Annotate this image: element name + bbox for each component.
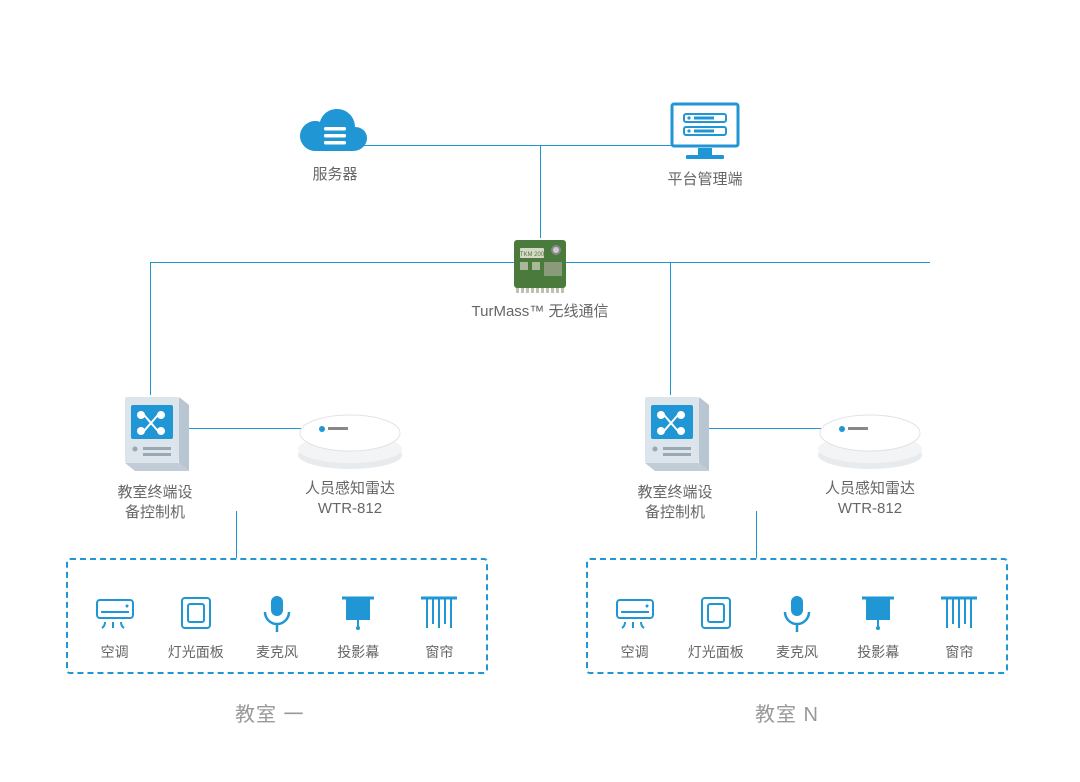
device-label-ac: 空调 — [621, 642, 649, 662]
device-ac: 空调 — [74, 594, 155, 662]
node-left-terminal: 教室终端设 备控制机 — [110, 395, 200, 524]
screen-icon — [858, 594, 898, 634]
chip-icon: TKM 200 — [510, 238, 570, 294]
device-label-mic: 麦克风 — [256, 642, 298, 662]
cloud-server-icon — [300, 105, 370, 157]
line-mid-vertical-left — [150, 262, 151, 395]
svg-text:TKM 200: TKM 200 — [520, 252, 545, 258]
device-label-curtain: 窗帘 — [945, 642, 973, 662]
room-label-left: 教室 一 — [235, 698, 305, 727]
device-light: 灯光面板 — [155, 594, 236, 662]
left-terminal-label-1: 教室终端设 — [117, 484, 192, 501]
room-label-right: 教室 N — [755, 698, 819, 727]
radar-sensor-icon — [294, 405, 406, 471]
line-drop-right — [756, 511, 757, 558]
device-curtain: 窗帘 — [399, 594, 480, 662]
right-terminal-label: 教室终端设 备控制机 — [637, 483, 712, 524]
right-terminal-label-2: 备控制机 — [645, 504, 705, 521]
device-mic: 麦克风 — [756, 594, 837, 662]
device-label-curtain: 窗帘 — [425, 642, 453, 662]
device-label-mic: 麦克风 — [776, 642, 818, 662]
ac-icon — [615, 594, 655, 634]
right-terminal-label-1: 教室终端设 — [637, 484, 712, 501]
left-radar-label-2: WTR-812 — [318, 500, 382, 517]
ac-icon — [95, 594, 135, 634]
node-right-radar: 人员感知雷达 WTR-812 — [810, 405, 930, 520]
device-curtain: 窗帘 — [919, 594, 1000, 662]
node-left-radar: 人员感知雷达 WTR-812 — [290, 405, 410, 520]
device-row-right: 空调 灯光面板 麦克风 投影幕 窗帘 — [588, 560, 1006, 672]
left-terminal-label-2: 备控制机 — [125, 504, 185, 521]
curtain-icon — [419, 594, 459, 634]
node-server: 服务器 — [295, 105, 375, 185]
left-radar-label: 人员感知雷达 WTR-812 — [305, 479, 395, 520]
node-hub: TKM 200 TurMass™ 无线通信 — [500, 238, 580, 322]
radar-sensor-icon — [814, 405, 926, 471]
device-ac: 空调 — [594, 594, 675, 662]
device-label-screen: 投影幕 — [337, 642, 379, 662]
left-radar-label-1: 人员感知雷达 — [305, 480, 395, 497]
device-row-left: 空调 灯光面板 麦克风 投影幕 窗帘 — [68, 560, 486, 672]
node-platform: 平台管理端 — [650, 100, 760, 190]
light-icon — [696, 594, 736, 634]
node-right-terminal: 教室终端设 备控制机 — [630, 395, 720, 524]
terminal-icon — [639, 395, 711, 475]
terminal-icon — [119, 395, 191, 475]
device-label-screen: 投影幕 — [857, 642, 899, 662]
device-label-ac: 空调 — [101, 642, 129, 662]
device-label-light: 灯光面板 — [168, 642, 224, 662]
right-radar-label-1: 人员感知雷达 — [825, 480, 915, 497]
left-terminal-label: 教室终端设 备控制机 — [117, 483, 192, 524]
line-top-vertical — [540, 145, 541, 238]
device-light: 灯光面板 — [675, 594, 756, 662]
monitor-icon — [668, 100, 742, 162]
screen-icon — [338, 594, 378, 634]
mic-icon — [257, 594, 297, 634]
room-box-left: 空调 灯光面板 麦克风 投影幕 窗帘 — [66, 558, 488, 674]
mic-icon — [777, 594, 817, 634]
platform-label: 平台管理端 — [667, 170, 742, 190]
server-label: 服务器 — [312, 165, 357, 185]
device-screen: 投影幕 — [838, 594, 919, 662]
curtain-icon — [939, 594, 979, 634]
room-box-right: 空调 灯光面板 麦克风 投影幕 窗帘 — [586, 558, 1008, 674]
device-label-light: 灯光面板 — [688, 642, 744, 662]
device-screen: 投影幕 — [318, 594, 399, 662]
light-icon — [176, 594, 216, 634]
line-mid-vertical-right — [670, 262, 671, 395]
line-top-horizontal — [334, 145, 704, 146]
line-drop-left — [236, 511, 237, 558]
device-mic: 麦克风 — [236, 594, 317, 662]
right-radar-label-2: WTR-812 — [838, 500, 902, 517]
right-radar-label: 人员感知雷达 WTR-812 — [825, 479, 915, 520]
hub-label: TurMass™ 无线通信 — [472, 302, 609, 322]
